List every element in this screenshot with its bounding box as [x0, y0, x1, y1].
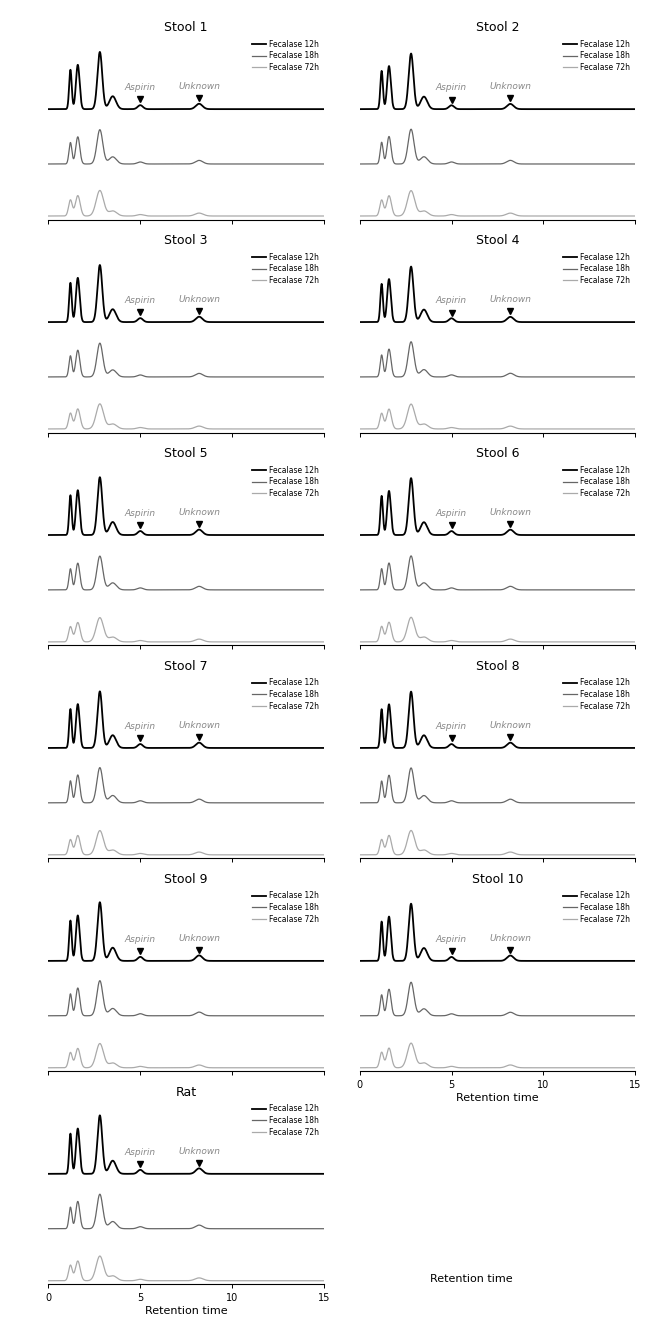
Text: Unknown: Unknown: [490, 82, 531, 91]
Text: Unknown: Unknown: [490, 295, 531, 305]
Title: Stool 9: Stool 9: [164, 873, 208, 886]
Text: Aspirin: Aspirin: [124, 297, 156, 306]
Title: Stool 6: Stool 6: [476, 448, 519, 461]
X-axis label: Retention time: Retention time: [456, 1094, 539, 1103]
Title: Rat: Rat: [175, 1086, 197, 1099]
Legend: Fecalase 12h, Fecalase 18h, Fecalase 72h: Fecalase 12h, Fecalase 18h, Fecalase 72h: [562, 677, 631, 712]
Title: Stool 4: Stool 4: [476, 234, 519, 248]
Text: Unknown: Unknown: [490, 933, 531, 943]
Title: Stool 3: Stool 3: [164, 234, 208, 248]
Legend: Fecalase 12h, Fecalase 18h, Fecalase 72h: Fecalase 12h, Fecalase 18h, Fecalase 72h: [250, 252, 321, 286]
Text: Retention time: Retention time: [430, 1274, 512, 1284]
Legend: Fecalase 12h, Fecalase 18h, Fecalase 72h: Fecalase 12h, Fecalase 18h, Fecalase 72h: [562, 38, 631, 74]
Title: Stool 7: Stool 7: [164, 661, 208, 673]
Text: Aspirin: Aspirin: [124, 1148, 156, 1157]
Title: Stool 10: Stool 10: [471, 873, 523, 886]
X-axis label: Retention time: Retention time: [145, 1305, 228, 1316]
Text: Unknown: Unknown: [178, 508, 220, 516]
Legend: Fecalase 12h, Fecalase 18h, Fecalase 72h: Fecalase 12h, Fecalase 18h, Fecalase 72h: [250, 463, 321, 499]
Legend: Fecalase 12h, Fecalase 18h, Fecalase 72h: Fecalase 12h, Fecalase 18h, Fecalase 72h: [250, 677, 321, 712]
Text: Aspirin: Aspirin: [436, 510, 467, 518]
Text: Aspirin: Aspirin: [436, 297, 467, 306]
Text: Aspirin: Aspirin: [436, 935, 467, 944]
Title: Stool 1: Stool 1: [164, 21, 208, 34]
Legend: Fecalase 12h, Fecalase 18h, Fecalase 72h: Fecalase 12h, Fecalase 18h, Fecalase 72h: [562, 890, 631, 925]
Text: Unknown: Unknown: [178, 720, 220, 730]
Text: Unknown: Unknown: [178, 295, 220, 305]
Text: Aspirin: Aspirin: [124, 722, 156, 731]
Legend: Fecalase 12h, Fecalase 18h, Fecalase 72h: Fecalase 12h, Fecalase 18h, Fecalase 72h: [250, 1103, 321, 1139]
Text: Aspirin: Aspirin: [436, 83, 467, 93]
Title: Stool 5: Stool 5: [164, 448, 208, 461]
Text: Unknown: Unknown: [490, 720, 531, 730]
Text: Aspirin: Aspirin: [436, 723, 467, 731]
Text: Aspirin: Aspirin: [124, 935, 156, 944]
Legend: Fecalase 12h, Fecalase 18h, Fecalase 72h: Fecalase 12h, Fecalase 18h, Fecalase 72h: [250, 890, 321, 925]
Legend: Fecalase 12h, Fecalase 18h, Fecalase 72h: Fecalase 12h, Fecalase 18h, Fecalase 72h: [562, 252, 631, 286]
Text: Unknown: Unknown: [490, 508, 531, 516]
Text: Aspirin: Aspirin: [124, 83, 156, 93]
Text: Unknown: Unknown: [178, 933, 220, 943]
Text: Unknown: Unknown: [178, 1147, 220, 1156]
Title: Stool 8: Stool 8: [475, 661, 519, 673]
Legend: Fecalase 12h, Fecalase 18h, Fecalase 72h: Fecalase 12h, Fecalase 18h, Fecalase 72h: [250, 38, 321, 74]
Title: Stool 2: Stool 2: [476, 21, 519, 34]
Text: Aspirin: Aspirin: [124, 510, 156, 518]
Text: Unknown: Unknown: [178, 82, 220, 91]
Legend: Fecalase 12h, Fecalase 18h, Fecalase 72h: Fecalase 12h, Fecalase 18h, Fecalase 72h: [562, 463, 631, 499]
